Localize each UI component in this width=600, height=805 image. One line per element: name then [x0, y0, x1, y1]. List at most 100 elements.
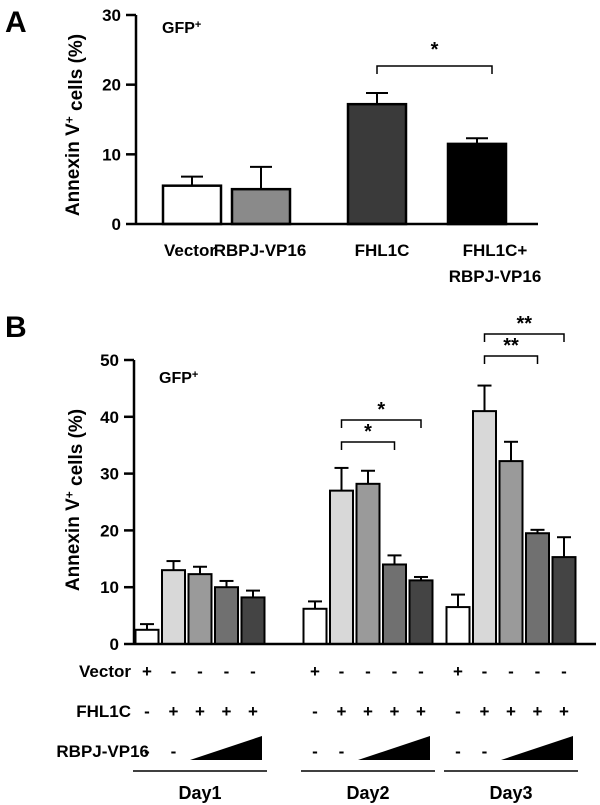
- significance-bracket: [340, 441, 396, 450]
- bar: [446, 142, 508, 226]
- bar: [472, 410, 497, 645]
- x-tick-label: FHL1C: [355, 241, 410, 260]
- y-tick-label: 20: [102, 76, 121, 95]
- bar: [445, 606, 471, 646]
- panel-b-y-ticks: 0 10 20 30 40 50: [100, 351, 134, 654]
- x-tick-label: Vector: [164, 241, 216, 260]
- panel-a-y-axis-label: Annexin V+ cells (%): [63, 34, 88, 216]
- panel-a-y-ticks: 0 10 20 30: [102, 6, 136, 234]
- treatment-symbol: -: [482, 742, 488, 761]
- treatment-symbol: +: [363, 702, 373, 721]
- y-tick-label: 0: [112, 215, 121, 234]
- panel-b-label: B: [5, 311, 27, 344]
- treatment-symbol: +: [222, 702, 232, 721]
- panel-a-annotation: GFP+: [162, 19, 201, 37]
- treatment-row-label: RBPJ-VP16: [56, 742, 149, 761]
- treatment-symbol: +: [506, 702, 516, 721]
- bar: [187, 573, 213, 645]
- treatment-symbol: -: [339, 742, 345, 761]
- bar: [161, 184, 223, 226]
- panel-b-significance: ******: [340, 313, 565, 450]
- significance-label: *: [431, 39, 439, 61]
- bar: [551, 556, 577, 646]
- significance-bracket: [483, 333, 565, 342]
- treatment-symbol: -: [482, 662, 488, 681]
- group-label: Day2: [346, 783, 389, 803]
- significance-label: *: [377, 399, 385, 421]
- treatment-symbol: -: [535, 662, 541, 681]
- treatment-symbol: -: [312, 702, 318, 721]
- bar: [382, 563, 407, 645]
- significance-bracket: [340, 419, 422, 428]
- treatment-row-label: Vector: [79, 662, 131, 681]
- panel-a-bars: [161, 92, 508, 226]
- bar: [230, 187, 292, 226]
- bar: [161, 569, 186, 645]
- treatment-symbol: +: [453, 662, 463, 681]
- bar: [498, 460, 524, 645]
- panel-a-significance: *: [376, 39, 493, 74]
- x-tick-label: RBPJ-VP16: [214, 241, 307, 260]
- panel-b-annotation: GFP+: [159, 369, 198, 387]
- treatment-symbol: -: [339, 662, 345, 681]
- bar: [214, 586, 239, 646]
- treatment-symbol: -: [508, 662, 514, 681]
- treatment-symbol: +: [337, 702, 347, 721]
- y-tick-label: 20: [100, 521, 119, 540]
- panel-b-bars: [134, 384, 577, 646]
- treatment-symbol: +: [169, 702, 179, 721]
- treatment-symbol: +: [195, 702, 205, 721]
- bar: [355, 482, 381, 645]
- y-tick-label: 10: [102, 145, 121, 164]
- bar: [329, 489, 354, 646]
- treatment-symbol: +: [533, 702, 543, 721]
- treatment-symbol: +: [248, 702, 258, 721]
- panel-a-label: A: [5, 6, 27, 39]
- y-tick-label: 0: [110, 635, 119, 654]
- panel-b-y-axis-label: Annexin V+ cells (%): [63, 409, 88, 591]
- treatment-symbol: +: [310, 662, 320, 681]
- y-tick-label: 10: [100, 578, 119, 597]
- y-tick-label: 30: [100, 465, 119, 484]
- panel-b-treatment-rows: Vector + - - - - + - - - - + - - - -FHL1C - + + + + - + + + + - + + +…: [56, 662, 573, 761]
- y-tick-label: 50: [100, 351, 119, 370]
- dose-ramp-triangle: [501, 736, 573, 760]
- bar: [408, 579, 434, 645]
- significance-bracket: [376, 65, 493, 74]
- treatment-symbol: +: [480, 702, 490, 721]
- y-tick-label: 30: [102, 6, 121, 25]
- bar: [240, 596, 266, 646]
- treatment-symbol: -: [561, 662, 567, 681]
- significance-label: **: [503, 335, 519, 357]
- dose-ramp-triangle: [358, 736, 430, 760]
- treatment-symbol: -: [392, 662, 398, 681]
- treatment-symbol: -: [224, 662, 230, 681]
- treatment-symbol: -: [418, 662, 424, 681]
- treatment-symbol: -: [144, 702, 150, 721]
- treatment-row-label: FHL1C: [76, 702, 131, 721]
- significance-label: *: [364, 421, 372, 443]
- treatment-symbol: -: [455, 702, 461, 721]
- group-label: Day3: [489, 783, 532, 803]
- panel-b-group-labels: Day1 Day2 Day3: [133, 770, 578, 803]
- x-tick-label: RBPJ-VP16: [449, 267, 542, 286]
- treatment-symbol: -: [197, 662, 203, 681]
- treatment-symbol: -: [455, 742, 461, 761]
- y-tick-label: 40: [100, 408, 119, 427]
- treatment-symbol: +: [142, 662, 152, 681]
- group-label: Day1: [178, 783, 221, 803]
- dose-ramp-triangle: [190, 736, 262, 760]
- bar: [346, 102, 408, 226]
- x-tick-label: FHL1C+: [463, 241, 528, 260]
- treatment-symbol: +: [390, 702, 400, 721]
- bar: [134, 628, 160, 645]
- treatment-symbol: -: [171, 742, 177, 761]
- treatment-symbol: +: [559, 702, 569, 721]
- treatment-symbol: +: [416, 702, 426, 721]
- treatment-symbol: -: [365, 662, 371, 681]
- bar: [302, 607, 328, 645]
- significance-bracket: [483, 355, 539, 364]
- significance-label: **: [516, 313, 532, 335]
